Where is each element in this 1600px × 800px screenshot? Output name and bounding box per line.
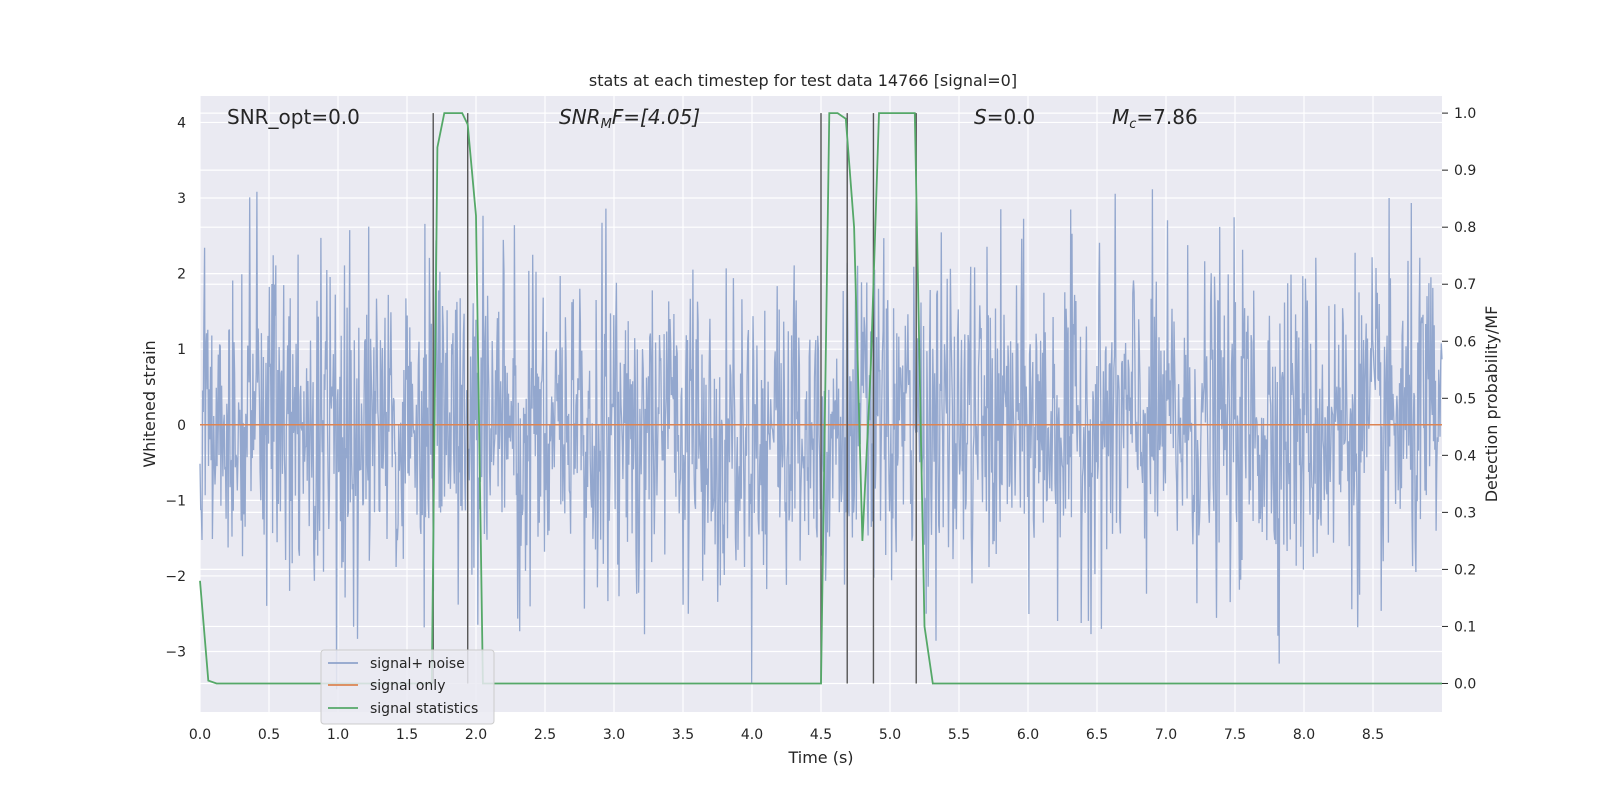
legend: signal+ noise signal only signal statist… [320,649,495,725]
y-right-tick-label: 0.2 [1454,562,1476,578]
chart-title: stats at each timestep for test data 147… [589,71,1017,90]
y-axis-left: 4 3 2 1 0 −1 −2 −3 [165,115,186,660]
y-right-tick-label: 1.0 [1454,106,1476,122]
y-tick-label: 0 [177,418,186,434]
x-tick-label: 2.0 [465,727,487,743]
x-axis-title: Time (s) [787,748,853,767]
y-right-tick-label: 0.5 [1454,391,1476,407]
x-tick-label: 4.5 [810,727,832,743]
y-tick-label: 2 [177,267,186,283]
legend-label-signal-noise: signal+ noise [370,656,465,672]
s-annotation: S=0.0 [974,105,1035,129]
signal-statistics-line [199,112,1442,685]
x-tick-label: 0.0 [189,727,211,743]
legend-label-signal-only: signal only [370,678,445,694]
snr-mf-annotation: SNRMF=[4.05] [559,105,700,132]
y-right-tick-label: 0.4 [1454,448,1476,464]
series-lines [199,112,1442,685]
x-tick-label: 3.5 [672,727,694,743]
y-right-tick-label: 0.1 [1454,619,1476,635]
x-tick-label: 7.5 [1224,727,1246,743]
legend-label-signal-statistics: signal statistics [370,701,478,717]
x-tick-label: 8.5 [1362,727,1384,743]
y-axis-right-title: Detection probability/MF [1482,306,1501,503]
y-tick-label: −3 [165,645,186,661]
x-tick-label: 6.5 [1086,727,1108,743]
y-axis-right: 1.0 0.9 0.8 0.7 0.6 0.5 0.4 0.3 0.2 0.1 0.0 [1442,106,1476,692]
x-tick-label: 2.5 [534,727,556,743]
y-axis-title: Whitened strain [140,340,159,467]
y-tick-label: 1 [177,342,186,358]
x-tick-label: 1.5 [396,727,418,743]
y-tick-label: −1 [165,493,186,509]
y-right-tick-label: 0.0 [1454,676,1476,692]
y-right-tick-label: 0.9 [1454,163,1476,179]
y-tick-label: 3 [177,191,186,207]
x-tick-label: 5.5 [948,727,970,743]
x-tick-label: 6.0 [1017,727,1039,743]
x-tick-label: 8.0 [1293,727,1315,743]
y-right-tick-label: 0.3 [1454,505,1476,521]
y-right-tick-label: 0.8 [1454,220,1476,236]
y-tick-label: −2 [165,569,186,585]
snr-opt-annotation: SNR_opt=0.0 [227,105,360,129]
mc-annotation: Mc=7.86 [1112,105,1198,132]
legend-box [320,649,495,725]
x-tick-label: 7.0 [1155,727,1177,743]
y-right-tick-label: 0.6 [1454,334,1476,350]
x-axis: 0.0 0.5 1.0 1.5 2.0 2.5 3.0 3.5 4.0 4.5 5.0 5.5 6.0 6… [189,727,1384,743]
x-tick-label: 4.0 [741,727,763,743]
x-tick-label: 5.0 [879,727,901,743]
x-tick-label: 1.0 [327,727,349,743]
annotations: SNR_opt=0.0 SNRMF=[4.05] S=0.0 Mc=7.86 [227,105,1198,132]
x-tick-label: 0.5 [258,727,280,743]
y-tick-label: 4 [177,115,186,131]
x-tick-label: 3.0 [603,727,625,743]
y-right-tick-label: 0.7 [1454,277,1476,293]
